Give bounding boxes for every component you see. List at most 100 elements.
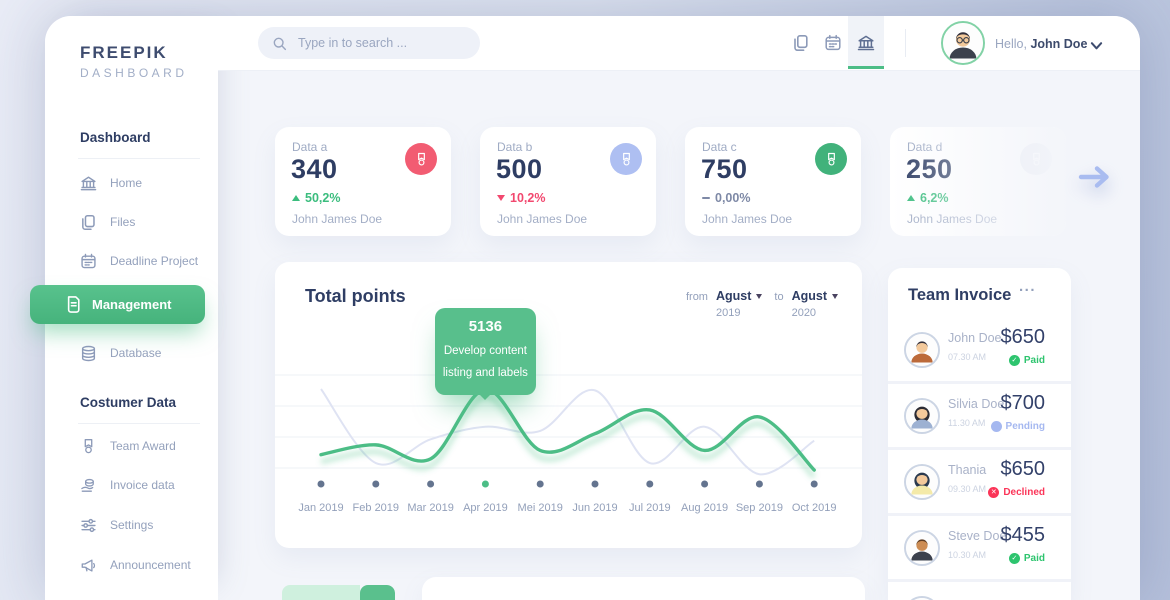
- invoice-name: John Doe: [948, 331, 1002, 345]
- greeting-prefix: Hello,: [995, 37, 1027, 51]
- medal-badge-icon: [1020, 143, 1052, 175]
- sidebar-section-costumer-data: Costumer Data: [80, 395, 177, 410]
- active-tab-highlight: [848, 16, 884, 69]
- invoice-amount: $650: [1000, 326, 1046, 348]
- sidebar-item-deadline-project[interactable]: Deadline Project: [45, 247, 218, 275]
- range-to-select[interactable]: Agust 2020: [792, 289, 838, 319]
- x-tick-label: Jun 2019: [572, 502, 618, 514]
- x-tick-label: Oct 2019: [791, 502, 837, 514]
- sidebar-item-invoice-data[interactable]: Invoice data: [45, 471, 218, 499]
- search-input[interactable]: [296, 35, 460, 51]
- active-tab-underline: [848, 66, 884, 69]
- stat-value: 750: [701, 154, 748, 184]
- trend-up-icon: [292, 195, 300, 201]
- stat-value: 250: [906, 154, 953, 184]
- invoice-amount: $650: [1000, 458, 1046, 480]
- sidebar-item-label: Management: [92, 297, 172, 312]
- trend-flat-icon: [702, 197, 710, 199]
- files-icon: [80, 214, 97, 231]
- dashboard-app: FREEPIK DASHBOARD Dashboard Home Files D…: [30, 16, 1140, 600]
- invoice-name: Thania: [948, 463, 987, 477]
- invoice-time: 10.30 AM: [948, 550, 987, 560]
- invoice-row-partial: [888, 582, 1071, 600]
- primary-series-line: [319, 387, 816, 472]
- x-tick-label: Mar 2019: [407, 502, 454, 514]
- sidebar-item-label: Files: [110, 215, 136, 229]
- avatar: [904, 596, 940, 600]
- invoice-time: 11.30 AM: [948, 418, 986, 428]
- chart-title: Total points: [305, 286, 406, 306]
- sidebar-item-home[interactable]: Home: [45, 169, 218, 197]
- caret-down-icon: [832, 293, 838, 299]
- sidebar: FREEPIK DASHBOARD Dashboard Home Files D…: [30, 16, 218, 600]
- x-tick-label: Aug 2019: [681, 502, 729, 514]
- range-from-select[interactable]: Agust 2019: [716, 289, 763, 319]
- stat-label: Data a: [292, 140, 328, 154]
- caret-down-icon: [756, 293, 763, 299]
- stat-label: Data c: [702, 140, 737, 154]
- chart-tooltip: 5136 Develop content listing and labels: [434, 308, 536, 400]
- date-range: from Agust 2019 to Agust 2020: [686, 289, 838, 319]
- x-tick-label: Mei 2019: [517, 502, 563, 514]
- sidebar-item-team-award[interactable]: Team Award: [45, 432, 218, 460]
- sidebar-item-announcement[interactable]: Announcement: [45, 551, 218, 579]
- sidebar-item-settings[interactable]: Settings: [45, 511, 218, 539]
- axis-dots: [317, 480, 818, 488]
- stat-card-data-d: Data d 250 6,2% John James Doe: [890, 127, 1066, 236]
- axis-dot: [536, 480, 544, 488]
- status-icon: ✓: [1008, 553, 1020, 564]
- sidebar-item-label: Invoice data: [110, 478, 175, 492]
- sidebar-item-files[interactable]: Files: [45, 208, 218, 236]
- panel-title: Team Invoice: [908, 286, 1012, 304]
- toggle-segment-left[interactable]: [282, 585, 360, 600]
- status-badge: ✓ Paid: [1008, 355, 1045, 366]
- segmented-toggle[interactable]: [282, 585, 395, 600]
- files-icon[interactable]: [792, 34, 810, 52]
- sidebar-section-dashboard: Dashboard: [80, 130, 151, 145]
- axis-dot: [810, 480, 818, 488]
- total-points-card: Total points from Agust 2019 to Agust 20…: [275, 262, 862, 548]
- sidebar-item-label: Announcement: [110, 558, 191, 572]
- sidebar-item-label: Database: [110, 346, 162, 360]
- toggle-segment-right[interactable]: [360, 585, 395, 600]
- greeting[interactable]: Hello, John Doe: [995, 37, 1087, 51]
- avatar[interactable]: [941, 21, 985, 65]
- sidebar-item-database[interactable]: Database: [45, 339, 218, 367]
- stat-owner: John James Doe: [702, 212, 793, 226]
- next-cards-arrow-icon[interactable]: [1076, 158, 1114, 196]
- range-from-label: from: [685, 291, 708, 303]
- medal-icon: [80, 438, 97, 455]
- x-tick-label: Jan 2019: [298, 502, 344, 514]
- stat-change: 6,2%: [907, 191, 949, 205]
- megaphone-icon: [80, 557, 97, 574]
- search-icon: [272, 36, 287, 51]
- sidebar-item-management-active[interactable]: Management: [30, 285, 205, 324]
- medal-badge-icon: [815, 143, 847, 175]
- invoice-amount: $455: [1000, 524, 1046, 546]
- stat-card-data-a: Data a 340 50,2% John James Doe: [275, 127, 451, 236]
- search-bar[interactable]: [258, 27, 480, 59]
- stat-change: 50,2%: [292, 191, 340, 205]
- divider: [78, 158, 200, 159]
- status-icon: ✕: [988, 487, 1000, 498]
- brand-line2: DASHBOARD: [80, 66, 188, 80]
- axis-dot: [591, 480, 599, 488]
- invoice-rows: John Doe 07.30 AM $650 ✓ Paid Silvia Doe …: [888, 318, 1071, 600]
- chevron-down-icon[interactable]: [1090, 38, 1103, 48]
- stat-change: 0,00%: [702, 191, 750, 205]
- divider: [905, 29, 906, 57]
- bank-icon[interactable]: [857, 34, 875, 52]
- status-badge: ✕ Declined: [988, 487, 1045, 498]
- invoice-row: John Doe 07.30 AM $650 ✓ Paid: [888, 318, 1071, 384]
- axis-dot: [427, 480, 435, 488]
- avatar: [904, 464, 940, 500]
- stat-label: Data d: [907, 140, 943, 154]
- ellipsis-menu-icon[interactable]: ...: [1019, 278, 1037, 295]
- status-icon: ✓: [1008, 355, 1020, 366]
- x-tick-label: Apr 2019: [463, 502, 508, 514]
- axis-dot: [481, 480, 489, 488]
- x-tick-label: Jul 2019: [629, 502, 671, 514]
- medal-badge-icon: [405, 143, 437, 175]
- calendar-icon[interactable]: [824, 34, 842, 52]
- axis-dot: [372, 480, 380, 488]
